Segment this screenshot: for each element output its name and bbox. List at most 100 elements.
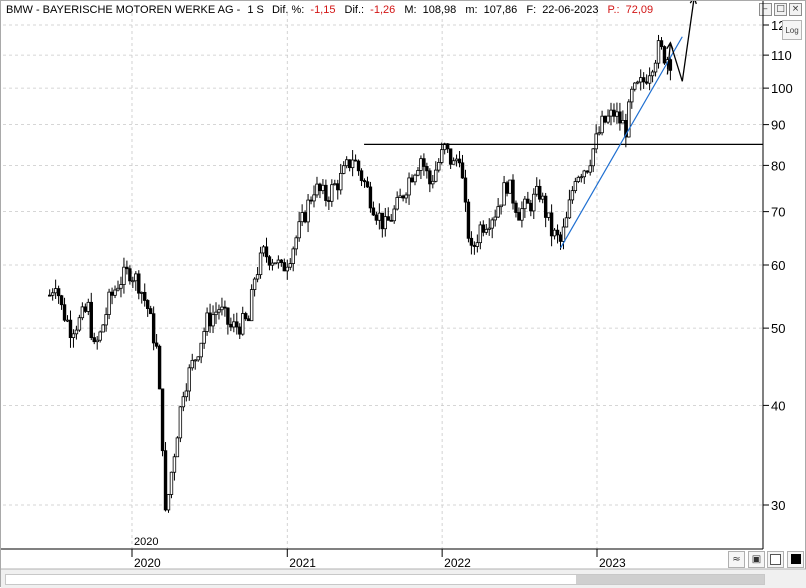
candle-body <box>291 248 295 264</box>
candle-body <box>437 162 441 171</box>
candle-body <box>113 289 117 296</box>
min-label: m: <box>465 4 478 16</box>
candle-body <box>419 158 423 171</box>
candle-body <box>434 169 438 182</box>
drawing-overlays <box>364 1 763 249</box>
candle-body <box>555 229 560 236</box>
candle-body <box>535 185 539 195</box>
candle-body <box>582 170 586 178</box>
color-icon[interactable] <box>767 551 784 568</box>
dif-label: Dif.: <box>344 4 365 16</box>
candle-body <box>591 148 595 167</box>
candle-body <box>238 326 242 335</box>
candle-body <box>199 342 203 358</box>
candle-body <box>511 179 515 204</box>
candle-body <box>128 268 132 282</box>
candle-body <box>481 224 485 233</box>
timeframe: 1 S <box>247 4 264 16</box>
candle-body <box>202 331 206 344</box>
candle-body <box>321 184 325 192</box>
candle-body <box>181 396 186 408</box>
dif-pct-label: Dif. %: <box>271 4 305 16</box>
candle-body <box>371 207 376 216</box>
candle-body <box>154 342 159 347</box>
candle-body <box>306 199 310 223</box>
candle-body <box>229 323 233 328</box>
candle-body <box>77 317 82 331</box>
candle-body <box>618 111 622 124</box>
symbol-name: BMW - BAYERISCHE MOTOREN WERKE AG - <box>6 4 241 16</box>
candle-body <box>460 162 465 179</box>
candle-body <box>276 259 281 264</box>
candle-body <box>125 266 129 270</box>
minimize-icon[interactable]: – <box>759 3 772 16</box>
date-label: F: <box>526 4 537 16</box>
candle-body <box>187 367 191 392</box>
candle-body <box>312 194 316 202</box>
save-icon[interactable]: ▣ <box>748 551 765 568</box>
candle-body <box>475 242 480 247</box>
candle-body <box>440 149 444 163</box>
candle-body <box>241 313 245 335</box>
candle-body <box>365 181 370 188</box>
candle-body <box>445 143 450 150</box>
chart-type-icon[interactable]: ≈ <box>728 551 745 568</box>
candle-body <box>101 324 105 333</box>
y-tick-label: 90 <box>771 118 785 133</box>
x-tick-label: 2021 <box>289 556 316 570</box>
candle-body <box>478 224 483 244</box>
x-tick-label: 2020 <box>134 556 161 570</box>
candle-body <box>300 212 304 223</box>
candle-body <box>540 195 545 200</box>
candle-body <box>89 301 93 338</box>
candle-body <box>431 180 435 185</box>
candle-body <box>246 318 251 322</box>
year-marker-label: 2020 <box>134 536 158 548</box>
close-icon[interactable]: × <box>789 3 802 16</box>
candle-body <box>493 216 497 221</box>
candle-body <box>650 71 655 77</box>
candle-body <box>374 214 379 221</box>
candle-body <box>267 256 272 266</box>
candle-body <box>641 77 646 83</box>
candle-body <box>487 227 491 230</box>
candle-body <box>137 273 141 294</box>
candle-body <box>107 291 111 315</box>
candlesticks <box>47 34 673 513</box>
candle-body <box>92 337 96 343</box>
candle-body <box>217 309 221 313</box>
chart-header: BMW - BAYERISCHE MOTOREN WERKE AG - 1 S … <box>6 4 653 16</box>
log-scale-button[interactable]: Log <box>782 20 802 40</box>
candle-body <box>463 177 468 203</box>
candle-body <box>324 184 328 201</box>
price-value: 72,09 <box>625 4 654 16</box>
trendline <box>559 36 683 249</box>
candle-body <box>549 212 554 237</box>
candle-body <box>543 195 548 218</box>
candle-body <box>386 216 390 221</box>
candle-body <box>392 208 396 222</box>
candle-body <box>609 109 613 117</box>
background-color-icon[interactable] <box>787 551 804 568</box>
candle-body <box>570 190 575 201</box>
candle-body <box>285 266 289 272</box>
candle-body <box>264 246 269 258</box>
candle-body <box>502 182 506 206</box>
candle-body <box>80 306 85 319</box>
candle-body <box>612 109 616 117</box>
candle-body <box>627 101 631 138</box>
horizontal-scrollbar[interactable] <box>5 574 765 585</box>
y-tick-label: 110 <box>771 48 792 63</box>
candle-body <box>517 212 521 221</box>
candle-body <box>336 183 340 191</box>
candle-body <box>104 314 108 326</box>
candle-body <box>53 288 58 294</box>
candle-body <box>668 59 673 71</box>
candle-body <box>196 356 200 361</box>
candle-body <box>116 287 120 291</box>
scrollbar-thumb[interactable] <box>576 575 764 584</box>
candle-body <box>71 333 76 339</box>
restore-icon[interactable]: □ <box>774 3 787 16</box>
candle-body <box>368 186 373 209</box>
candle-body <box>143 291 147 301</box>
